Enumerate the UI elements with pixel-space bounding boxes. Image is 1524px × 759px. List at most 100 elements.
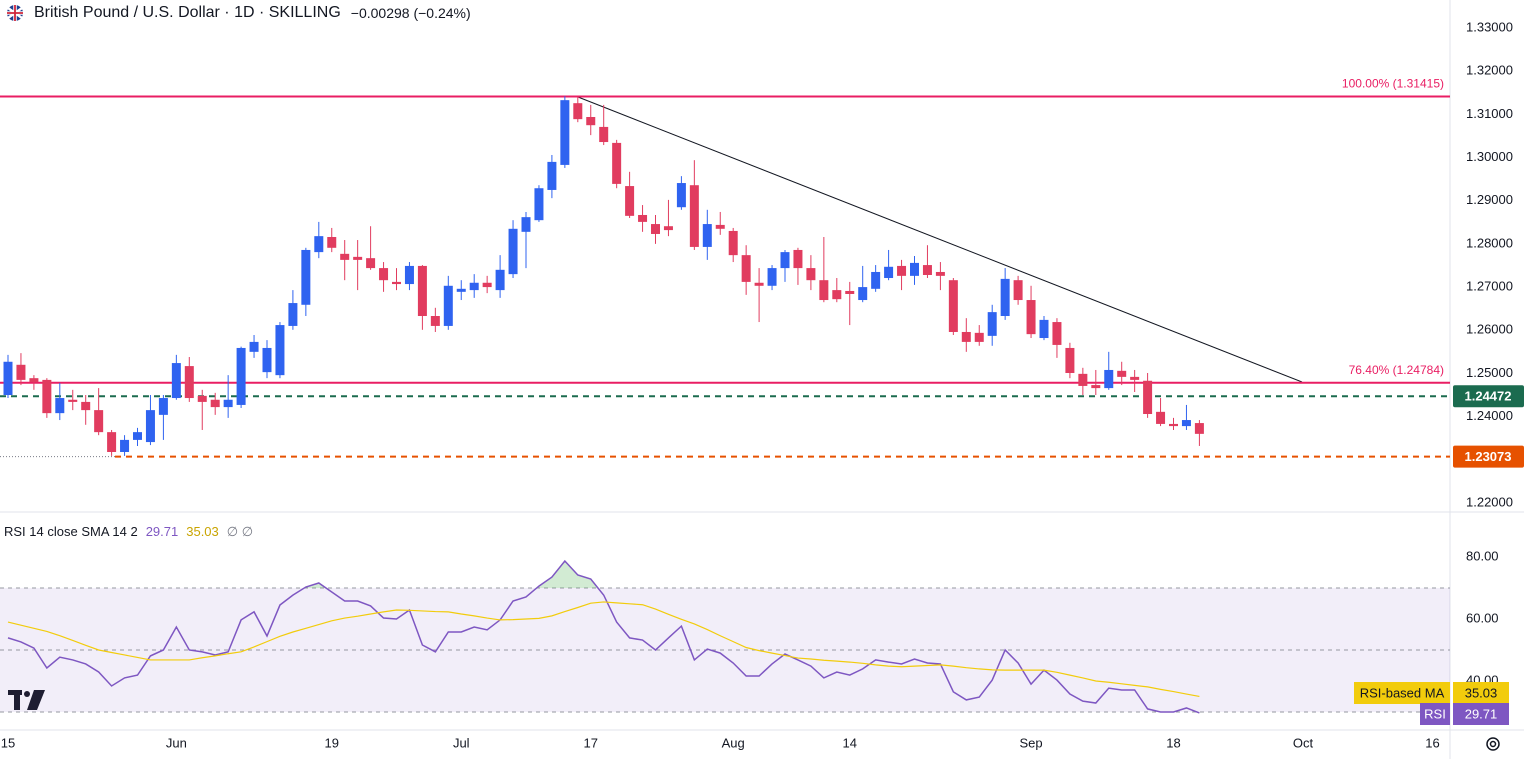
rsi-line	[7, 559, 1200, 714]
candle-body	[961, 331, 971, 342]
candle-body	[1013, 280, 1023, 301]
candle-body	[197, 395, 207, 402]
candle-body	[832, 290, 842, 300]
candle-body	[417, 265, 427, 317]
candle-body	[534, 188, 544, 221]
candle-body	[107, 432, 117, 452]
y-tick-label: 1.26000	[1466, 322, 1513, 337]
candle-body	[1052, 322, 1062, 345]
legend-name: RSI-based MA	[1360, 685, 1445, 700]
candle-body	[663, 226, 673, 231]
candle-body	[133, 432, 142, 440]
candle-body	[1078, 373, 1088, 386]
candle-body	[573, 103, 583, 120]
candle-body	[340, 253, 350, 260]
candle-body	[120, 439, 130, 452]
legend-name: RSI	[1424, 706, 1446, 721]
candle-body	[638, 214, 648, 222]
candle-body	[353, 256, 363, 260]
candle-body	[1143, 380, 1153, 415]
y-tick-label: 1.32000	[1466, 63, 1513, 78]
candle-body	[599, 126, 609, 143]
y-tick-label: 1.27000	[1466, 279, 1513, 294]
candle-body	[443, 285, 453, 326]
candle-body	[819, 280, 829, 301]
candle-body	[288, 303, 298, 326]
candle-body	[547, 161, 557, 190]
legend-name-box	[1354, 682, 1450, 704]
flag-icon	[7, 5, 23, 21]
candle-body	[1026, 300, 1036, 335]
candle-body	[754, 282, 764, 286]
candle-body	[223, 399, 233, 408]
candle-body	[210, 399, 220, 408]
candle-body	[469, 282, 479, 291]
y-tick-label: 1.28000	[1466, 235, 1513, 250]
candle-body	[1039, 319, 1049, 339]
candle-body	[1194, 423, 1204, 434]
candle-body	[55, 398, 65, 414]
candle-body	[404, 265, 414, 285]
rsi-line	[7, 601, 1200, 698]
candle-body	[327, 237, 337, 248]
candle-body	[858, 287, 868, 301]
na-values: ∅ ∅	[226, 524, 254, 539]
candle-body	[845, 290, 855, 294]
price-line-label-box	[1453, 385, 1524, 408]
legend-value-box	[1453, 703, 1509, 725]
candle-body	[379, 268, 389, 281]
candle-body	[1169, 423, 1178, 427]
candle-body	[741, 255, 751, 282]
candle-body	[651, 224, 660, 234]
candle-body	[184, 366, 194, 399]
candle-body	[482, 282, 492, 288]
x-tick-label: 16	[1425, 735, 1439, 750]
candle-body	[262, 347, 272, 373]
candle-body	[158, 398, 168, 415]
y-tick-label: 1.31000	[1466, 106, 1513, 121]
candle-body	[521, 217, 531, 232]
candle-body	[948, 280, 958, 332]
rsi-title: RSI 14 close SMA 14 2	[4, 524, 138, 539]
ma-last-value: 35.03	[186, 524, 219, 539]
price-line-label: 1.24472	[1465, 389, 1512, 404]
candle-body	[897, 265, 907, 276]
candle-body	[560, 100, 570, 165]
x-tick-label: 19	[325, 735, 339, 750]
candle-body	[456, 288, 466, 292]
candle-body	[689, 185, 699, 247]
x-tick-label: Aug	[722, 735, 745, 750]
x-tick-label: 15	[1, 735, 15, 750]
candle-body	[922, 265, 932, 275]
x-tick-label: 14	[843, 735, 857, 750]
candle-body	[702, 224, 712, 247]
candle-body	[145, 410, 155, 443]
candle-body	[935, 271, 945, 276]
x-tick-label: Jul	[453, 735, 470, 750]
candle-body	[392, 281, 401, 285]
candle-body	[767, 268, 777, 286]
candle-body	[236, 347, 246, 405]
candle-body	[301, 249, 311, 305]
candle-body	[275, 325, 285, 376]
candle-body	[625, 186, 635, 216]
x-tick-label: Sep	[1019, 735, 1042, 750]
candle-body	[780, 252, 790, 269]
fib-label: 76.40% (1.24784)	[1349, 363, 1444, 377]
candle-body	[806, 268, 816, 281]
candle-body	[249, 341, 259, 352]
candle-body	[715, 224, 725, 229]
candle-body	[29, 378, 39, 383]
y-tick-label: 1.25000	[1466, 365, 1513, 380]
settings-icon[interactable]	[1486, 737, 1500, 751]
candle-body	[1130, 376, 1140, 380]
candle-body	[314, 236, 324, 253]
candle-body	[430, 316, 440, 326]
candle-body	[586, 116, 596, 126]
candle-body	[42, 379, 52, 414]
candle-body	[728, 230, 738, 256]
candle-body	[1065, 347, 1075, 373]
trendline	[577, 96, 1303, 383]
